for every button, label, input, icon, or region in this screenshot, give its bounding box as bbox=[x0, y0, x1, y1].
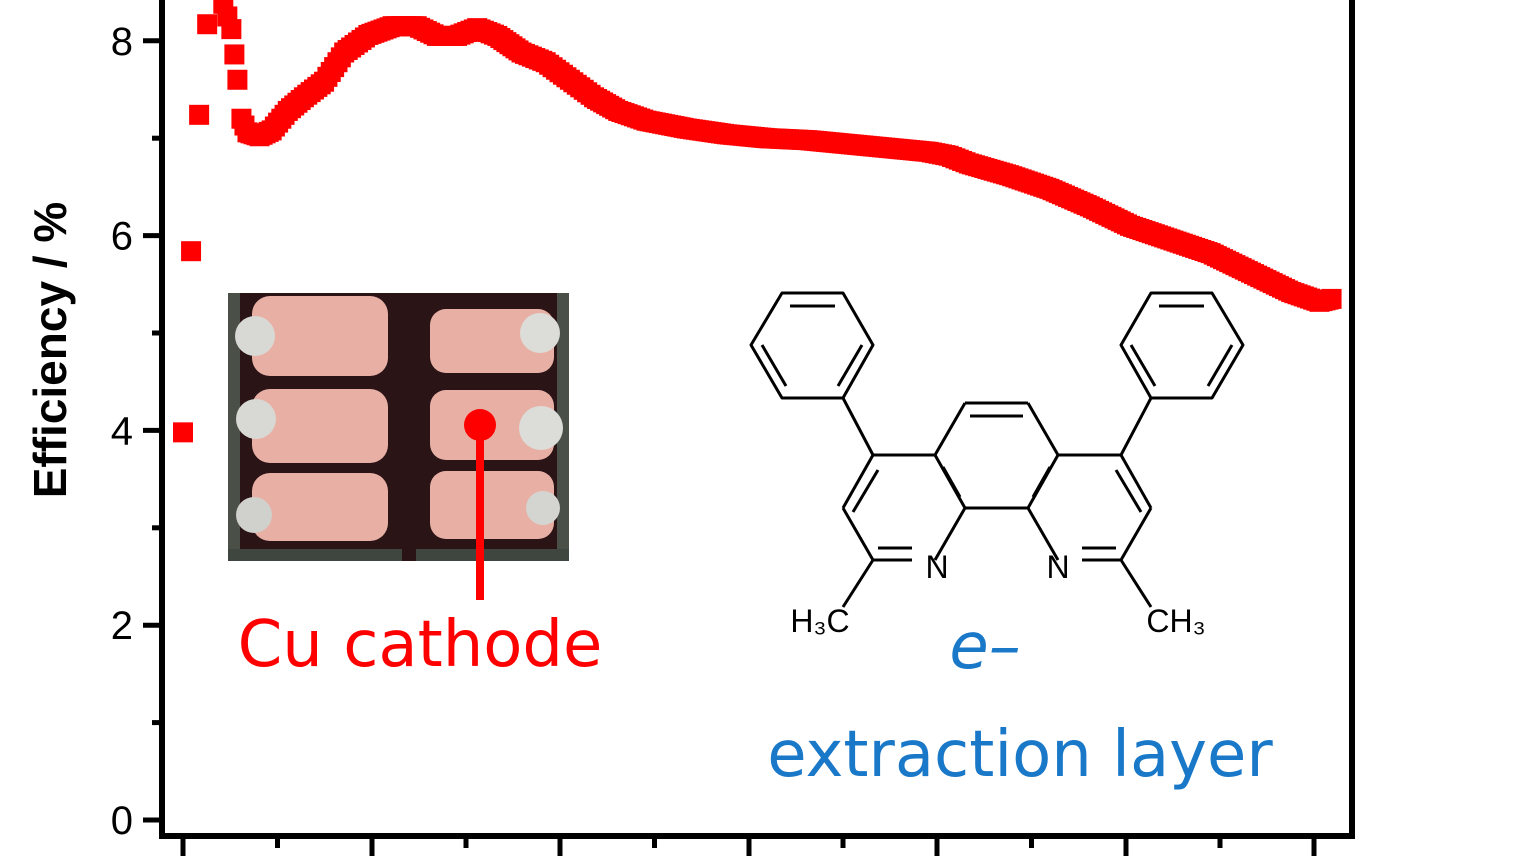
data-point bbox=[224, 44, 245, 65]
data-point bbox=[227, 69, 248, 90]
contact-pad bbox=[236, 497, 272, 533]
y-axis-label: Efficiency / % bbox=[24, 202, 76, 499]
contact-pad bbox=[236, 399, 276, 439]
x-ticks bbox=[180, 836, 1317, 856]
cu-cathode-label: Cu cathode bbox=[238, 608, 603, 682]
molecule-structure bbox=[749, 291, 1245, 608]
nitrogen-right: N bbox=[1046, 549, 1069, 585]
y-tick-label: 2 bbox=[111, 604, 133, 648]
electron-symbol: e– bbox=[949, 610, 1020, 684]
data-point bbox=[1318, 289, 1339, 310]
data-point bbox=[173, 422, 193, 443]
contact-pad bbox=[235, 316, 275, 356]
cu-cathode-pointer bbox=[464, 409, 496, 600]
y-tick-label: 8 bbox=[111, 20, 133, 64]
efficiency-series bbox=[173, 0, 1342, 443]
device-photo bbox=[228, 293, 569, 561]
y-tick-label: 4 bbox=[111, 409, 133, 453]
extraction-layer-label: extraction layer bbox=[767, 718, 1273, 792]
y-ticks: 0 2 4 6 8 bbox=[111, 20, 162, 843]
methyl-right-label: CH₃ bbox=[1146, 603, 1205, 639]
contact-pad bbox=[520, 313, 560, 353]
y-tick-label: 6 bbox=[111, 215, 133, 259]
data-point bbox=[217, 6, 238, 27]
y-tick-label: 0 bbox=[111, 799, 133, 843]
contact-pad bbox=[526, 491, 560, 525]
data-point bbox=[197, 14, 218, 35]
contact-pad bbox=[519, 406, 563, 450]
data-point bbox=[181, 241, 202, 262]
methyl-left-label: H₃C bbox=[790, 603, 849, 639]
nitrogen-left: N bbox=[925, 549, 948, 585]
data-point bbox=[189, 104, 210, 125]
